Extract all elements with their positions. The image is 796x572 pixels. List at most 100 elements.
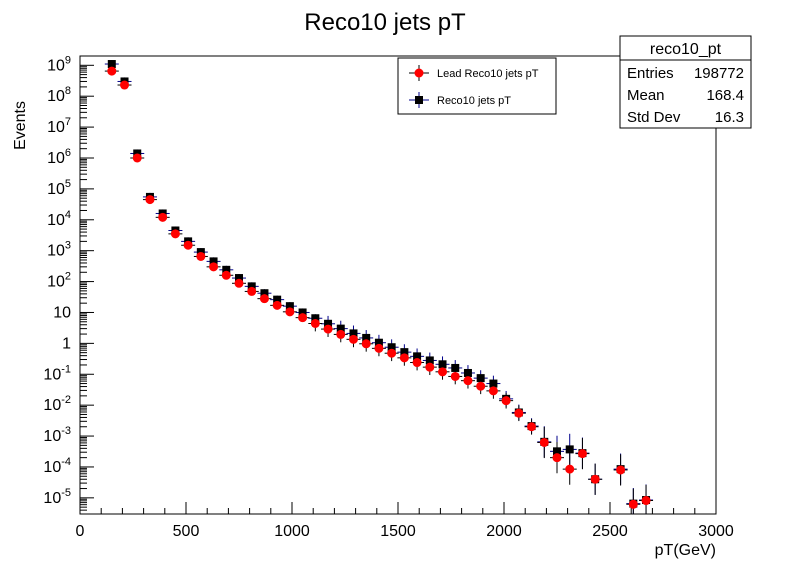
stats-box-frame bbox=[619, 35, 752, 129]
data-point-square bbox=[209, 257, 218, 266]
data-point-circle bbox=[399, 353, 409, 363]
data-point-square bbox=[133, 149, 142, 158]
y-tick-label: 10-3 bbox=[43, 425, 71, 445]
y-axis: 10910810710610510410310210110-110-210-31… bbox=[43, 54, 94, 515]
data-point-circle bbox=[158, 212, 168, 222]
data-point-circle bbox=[196, 251, 206, 261]
data-point-circle bbox=[374, 343, 384, 353]
y-tick-label: 108 bbox=[47, 85, 71, 105]
y-tick-label: 109 bbox=[47, 54, 71, 74]
data-point-circle bbox=[552, 453, 562, 463]
data-point-circle bbox=[310, 318, 320, 328]
data-point-circle bbox=[387, 348, 397, 358]
x-tick-label: 2000 bbox=[486, 523, 522, 540]
data-point-circle bbox=[628, 499, 638, 509]
data-point-circle bbox=[565, 464, 575, 474]
y-tick-label: 104 bbox=[47, 209, 71, 229]
data-point-circle bbox=[183, 240, 193, 250]
stats-stddev-label: Std Dev bbox=[627, 109, 681, 126]
legend-entry-lead: Lead Reco10 jets pT bbox=[409, 65, 539, 81]
x-tick-label: 1000 bbox=[274, 523, 310, 540]
data-point-square bbox=[565, 445, 574, 454]
stats-box: reco10_pt Entries 198772 Mean 168.4 Std … bbox=[619, 35, 752, 129]
data-point-square bbox=[273, 295, 282, 304]
y-tick-label: 10-5 bbox=[43, 487, 71, 507]
stats-entries-label: Entries bbox=[627, 65, 674, 82]
data-point-circle bbox=[438, 367, 448, 377]
x-tick-label: 1500 bbox=[380, 523, 416, 540]
data-point-circle bbox=[336, 329, 346, 339]
y-tick-label: 10-2 bbox=[43, 394, 71, 414]
data-point-circle bbox=[145, 195, 155, 205]
data-point-circle bbox=[221, 270, 231, 280]
stats-box-title: reco10_pt bbox=[650, 41, 722, 58]
data-point-square bbox=[222, 265, 231, 274]
stats-mean-label: Mean bbox=[627, 87, 665, 104]
data-point-square bbox=[476, 374, 485, 383]
data-point-circle bbox=[488, 386, 498, 396]
data-point-square bbox=[298, 308, 307, 317]
data-point-circle bbox=[209, 262, 219, 272]
data-point-circle bbox=[514, 408, 524, 418]
data-point-circle bbox=[234, 278, 244, 288]
data-point-circle bbox=[616, 465, 626, 475]
data-point-circle bbox=[259, 294, 269, 304]
series-layer bbox=[104, 59, 654, 514]
data-point-circle bbox=[539, 437, 549, 447]
data-point-square bbox=[451, 363, 460, 372]
data-point-circle bbox=[170, 229, 180, 239]
data-point-circle bbox=[298, 313, 308, 323]
stats-stddev-value: 16.3 bbox=[715, 109, 744, 126]
y-tick-label: 10-1 bbox=[43, 363, 71, 383]
data-point-circle bbox=[577, 449, 587, 459]
data-point-circle bbox=[272, 300, 282, 310]
legend-label-reco: Reco10 jets pT bbox=[437, 95, 511, 107]
data-point-circle bbox=[107, 66, 117, 76]
data-point-circle bbox=[361, 339, 371, 349]
legend-entry-reco: Reco10 jets pT bbox=[409, 92, 511, 108]
data-point-circle bbox=[463, 376, 473, 386]
data-point-circle bbox=[476, 381, 486, 391]
y-tick-label: 1 bbox=[62, 335, 71, 352]
data-point-circle bbox=[450, 371, 460, 381]
y-tick-label: 10 bbox=[53, 304, 71, 321]
stats-mean-value: 168.4 bbox=[706, 87, 744, 104]
data-point-circle bbox=[501, 396, 511, 406]
data-point-circle bbox=[323, 324, 333, 334]
legend-marker-lead bbox=[414, 68, 424, 78]
y-tick-label: 103 bbox=[47, 240, 71, 260]
x-tick-label: 2500 bbox=[592, 523, 628, 540]
data-point-square bbox=[285, 302, 294, 311]
data-point-square bbox=[235, 274, 243, 283]
chart-title: Reco10 jets pT bbox=[304, 9, 466, 36]
y-tick-label: 10-4 bbox=[43, 456, 71, 476]
y-axis-label: Events bbox=[12, 101, 29, 150]
data-point-circle bbox=[120, 80, 130, 90]
data-point-square bbox=[247, 282, 256, 291]
x-axis: 0 500 1000 1500 2000 2500 3000 bbox=[76, 502, 734, 540]
data-point-circle bbox=[247, 286, 257, 296]
legend-box bbox=[397, 57, 557, 115]
x-tick-label: 3000 bbox=[698, 523, 734, 540]
data-point-circle bbox=[425, 362, 435, 372]
data-point-square bbox=[107, 60, 116, 69]
data-point-circle bbox=[641, 496, 651, 506]
y-tick-label: 106 bbox=[47, 147, 71, 167]
legend: Lead Reco10 jets pT Reco10 jets pT bbox=[397, 57, 557, 115]
x-tick-label: 0 bbox=[76, 523, 85, 540]
x-axis-label: pT(GeV) bbox=[655, 542, 716, 559]
legend-marker-reco bbox=[415, 96, 423, 104]
data-point-circle bbox=[285, 307, 295, 317]
stats-entries-value: 198772 bbox=[694, 65, 744, 82]
y-tick-label: 105 bbox=[47, 178, 71, 198]
data-point-circle bbox=[348, 334, 358, 344]
y-tick-label: 107 bbox=[47, 116, 71, 136]
data-point-circle bbox=[590, 474, 600, 484]
data-point-circle bbox=[132, 153, 142, 163]
data-point-circle bbox=[412, 358, 422, 368]
x-tick-label: 500 bbox=[173, 523, 200, 540]
y-tick-label: 102 bbox=[47, 271, 71, 291]
data-point-square bbox=[260, 289, 269, 298]
legend-label-lead: Lead Reco10 jets pT bbox=[437, 68, 539, 80]
